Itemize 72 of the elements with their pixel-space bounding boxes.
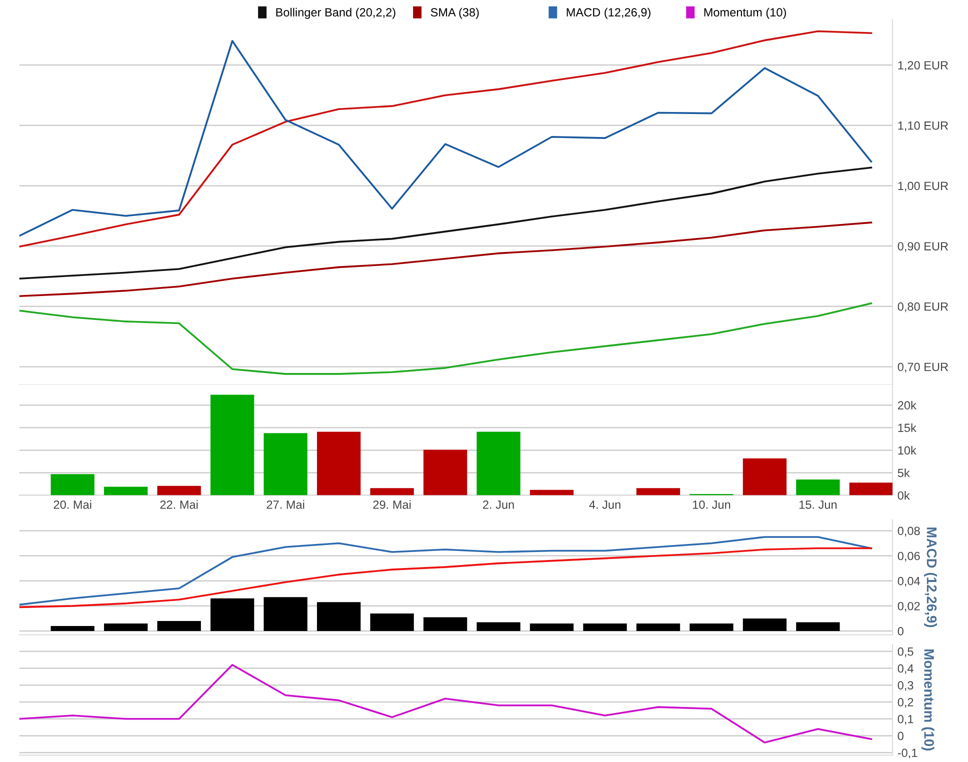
y-tick-label: 0,3 — [898, 681, 914, 691]
y-tick-label: 0,80 EUR — [898, 302, 948, 312]
bar — [636, 488, 680, 496]
y-tick-label: -0,1 — [898, 748, 918, 758]
y-tick-label: 0,04 — [898, 576, 920, 587]
bar — [690, 623, 734, 631]
x-tick-label: 15. Jun — [800, 500, 837, 509]
y-tick-label: 0,08 — [898, 526, 920, 536]
bar — [104, 623, 148, 631]
y-tick-label: 10k — [898, 446, 916, 455]
bar — [157, 486, 201, 496]
x-tick-label: 20. Mai — [54, 500, 92, 509]
y-tick-label: 0,90 EUR — [898, 242, 948, 252]
x-tick-label: 10. Jun — [693, 500, 730, 509]
line-series — [19, 302, 872, 375]
legend-label: SMA (38) — [430, 8, 479, 19]
y-axis-title: MACD (12,26,9) — [924, 528, 937, 628]
y-tick-label: 0,4 — [898, 664, 914, 674]
bar — [50, 474, 94, 496]
y-tick-label: 15k — [898, 423, 916, 432]
bar — [264, 597, 308, 631]
bar — [742, 618, 787, 631]
y-tick-label: 0,2 — [898, 698, 914, 708]
bar — [742, 458, 787, 496]
bar — [476, 432, 520, 496]
bar — [316, 432, 361, 496]
y-tick-label: 1,00 EUR — [898, 182, 948, 192]
y-tick-label: 0 — [898, 627, 904, 636]
y-tick-label: 0,5 — [898, 647, 914, 658]
bar — [210, 598, 254, 631]
y-tick-label: 0,70 EUR — [898, 362, 948, 372]
y-axis-title: Momentum (10) — [921, 650, 934, 751]
y-tick-label: 1,10 EUR — [898, 121, 948, 132]
line-series — [19, 166, 872, 280]
bar — [796, 480, 840, 496]
line-series — [19, 222, 872, 298]
y-tick-label: 0,1 — [898, 714, 914, 725]
bar — [530, 490, 574, 496]
y-tick-label: 20k — [898, 400, 916, 410]
bar — [583, 623, 627, 631]
bar — [423, 450, 468, 496]
bar — [796, 622, 840, 631]
x-tick-label: 4. Jun — [589, 500, 620, 509]
line-series — [19, 536, 872, 606]
bar — [423, 617, 468, 631]
x-tick-label: 29. Mai — [373, 500, 411, 509]
bar — [157, 620, 201, 631]
y-tick-label: 0,06 — [898, 552, 920, 562]
line-series — [19, 664, 872, 744]
bar — [636, 623, 680, 631]
bar — [370, 488, 414, 496]
legend-label: Momentum (10) — [704, 8, 786, 19]
bar — [316, 602, 361, 631]
y-tick-label: 5k — [898, 468, 910, 478]
y-tick-label: 0,02 — [898, 602, 920, 612]
y-tick-label: 0 — [898, 732, 904, 740]
bar — [849, 482, 892, 496]
x-tick-label: 22. Mai — [160, 500, 198, 509]
x-tick-label: 2. Jun — [483, 500, 514, 509]
bar — [370, 613, 414, 631]
x-tick-label: 27. Mai — [266, 500, 304, 509]
legend-label: Bollinger Band (20,2,2) — [276, 8, 396, 19]
y-tick-label: 0k — [898, 491, 910, 500]
bar — [264, 433, 308, 496]
y-tick-label: 1,20 EUR — [898, 61, 948, 71]
bar — [104, 486, 148, 496]
bar — [530, 623, 574, 631]
bar — [210, 394, 254, 496]
bar — [476, 622, 520, 631]
legend-label: MACD (12,26,9) — [566, 8, 650, 19]
bar — [50, 626, 94, 631]
line-series — [19, 547, 872, 608]
